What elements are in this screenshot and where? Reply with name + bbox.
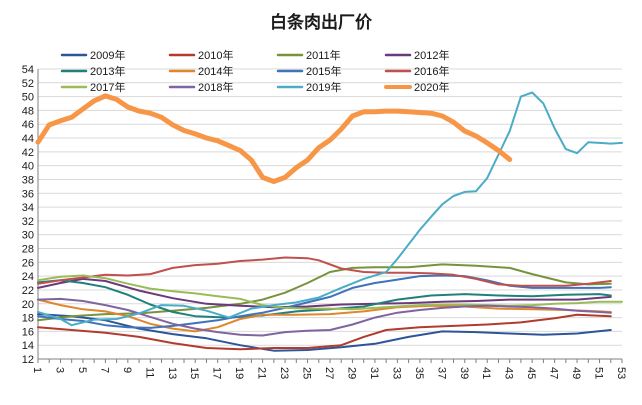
y-tick-label: 42 bbox=[22, 147, 34, 159]
y-tick-label: 38 bbox=[22, 174, 34, 186]
y-tick-label: 44 bbox=[22, 133, 34, 145]
legend-label: 2015年 bbox=[306, 64, 341, 78]
chart-title: 白条肉出厂价 bbox=[270, 12, 373, 33]
series-line-2019年 bbox=[37, 91, 623, 327]
legend-label: 2018年 bbox=[198, 80, 233, 94]
legend-label: 2014年 bbox=[198, 64, 233, 78]
x-tick-label: 15 bbox=[188, 367, 200, 379]
legend-label: 2020年 bbox=[414, 80, 449, 94]
x-tick-label: 19 bbox=[233, 367, 245, 379]
y-tick-label: 22 bbox=[22, 285, 34, 297]
legend-label: 2017年 bbox=[90, 80, 125, 94]
series-line-2011年 bbox=[37, 263, 612, 322]
x-tick-label: 43 bbox=[503, 367, 515, 379]
y-tick-label: 24 bbox=[22, 271, 34, 283]
legend: 2009年 2010年 2011年 2012年 2013年 2014年 2015年 2016年… bbox=[60, 48, 449, 94]
x-tick-label: 31 bbox=[368, 367, 380, 379]
series-line-2013年 bbox=[37, 279, 612, 319]
x-tick-label: 7 bbox=[98, 367, 110, 373]
x-tick-label: 1 bbox=[31, 367, 43, 373]
legend-label: 2013年 bbox=[90, 64, 125, 78]
x-tick-label: 3 bbox=[53, 367, 65, 373]
legend-label: 2010年 bbox=[198, 48, 233, 62]
series-line-2017年 bbox=[37, 274, 623, 311]
x-tick-label: 25 bbox=[301, 367, 313, 379]
x-tick-label: 47 bbox=[548, 367, 560, 379]
series-line-2020年 bbox=[35, 93, 513, 184]
legend-label: 2009年 bbox=[90, 48, 125, 62]
x-tick-label: 49 bbox=[570, 367, 582, 379]
series-line-2018年 bbox=[37, 297, 612, 337]
y-tick-label: 14 bbox=[22, 340, 34, 352]
x-tick-label: 23 bbox=[278, 367, 290, 379]
y-tick-label: 40 bbox=[22, 161, 34, 173]
y-tick-label: 46 bbox=[22, 119, 34, 131]
y-tick-label: 28 bbox=[22, 244, 34, 256]
x-tick-label: 29 bbox=[345, 367, 357, 379]
y-tick-label: 12 bbox=[22, 354, 34, 366]
y-tick-label: 20 bbox=[22, 299, 34, 311]
x-tick-label: 17 bbox=[211, 367, 223, 379]
x-tick-label: 5 bbox=[76, 367, 88, 373]
x-tick-label: 13 bbox=[166, 367, 178, 379]
x-tick-label: 37 bbox=[435, 367, 447, 379]
y-tick-label: 52 bbox=[22, 78, 34, 90]
x-tick-label: 45 bbox=[525, 367, 537, 379]
x-tick-label: 33 bbox=[390, 367, 402, 379]
x-tick-label: 53 bbox=[615, 367, 627, 379]
y-tick-label: 36 bbox=[22, 188, 34, 200]
y-tick-label: 18 bbox=[22, 313, 34, 325]
y-tick-label: 16 bbox=[22, 326, 34, 338]
x-tick-label: 51 bbox=[593, 367, 605, 379]
legend-label: 2016年 bbox=[414, 64, 449, 78]
legend-label: 2011年 bbox=[306, 48, 341, 62]
series-line-2016年 bbox=[37, 256, 612, 287]
y-tick-label: 34 bbox=[22, 202, 34, 214]
y-tick-label: 26 bbox=[22, 257, 34, 269]
y-tick-label: 54 bbox=[22, 64, 34, 76]
x-tick-label: 35 bbox=[413, 367, 425, 379]
x-tick-label: 41 bbox=[480, 367, 492, 379]
x-tick-label: 9 bbox=[121, 367, 133, 373]
series-line-2010年 bbox=[37, 313, 612, 351]
series-lines bbox=[35, 91, 623, 352]
y-tick-label: 48 bbox=[22, 105, 34, 117]
legend-label: 2012年 bbox=[414, 48, 449, 62]
y-tick-label: 50 bbox=[22, 92, 34, 104]
x-tick-label: 11 bbox=[143, 367, 155, 378]
series-line-2014年 bbox=[37, 298, 612, 333]
x-tick-label: 39 bbox=[458, 367, 470, 379]
series-line-2012年 bbox=[37, 277, 612, 309]
legend-label: 2019年 bbox=[306, 80, 341, 94]
x-tick-label: 27 bbox=[323, 367, 335, 379]
x-tick-label: 21 bbox=[256, 367, 268, 379]
y-tick-label: 30 bbox=[22, 230, 34, 242]
y-tick-label: 32 bbox=[22, 216, 34, 228]
